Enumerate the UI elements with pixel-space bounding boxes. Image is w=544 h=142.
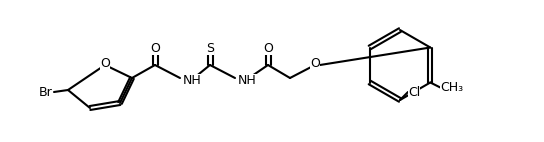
Text: CH₃: CH₃: [440, 81, 463, 94]
Text: Br: Br: [38, 85, 52, 99]
Text: Cl: Cl: [408, 85, 421, 99]
Text: O: O: [150, 41, 160, 55]
Text: O: O: [263, 41, 273, 55]
Text: NH: NH: [183, 74, 202, 86]
Text: O: O: [100, 57, 110, 69]
Text: S: S: [206, 41, 214, 55]
Text: NH: NH: [238, 74, 257, 86]
Text: O: O: [310, 57, 320, 69]
